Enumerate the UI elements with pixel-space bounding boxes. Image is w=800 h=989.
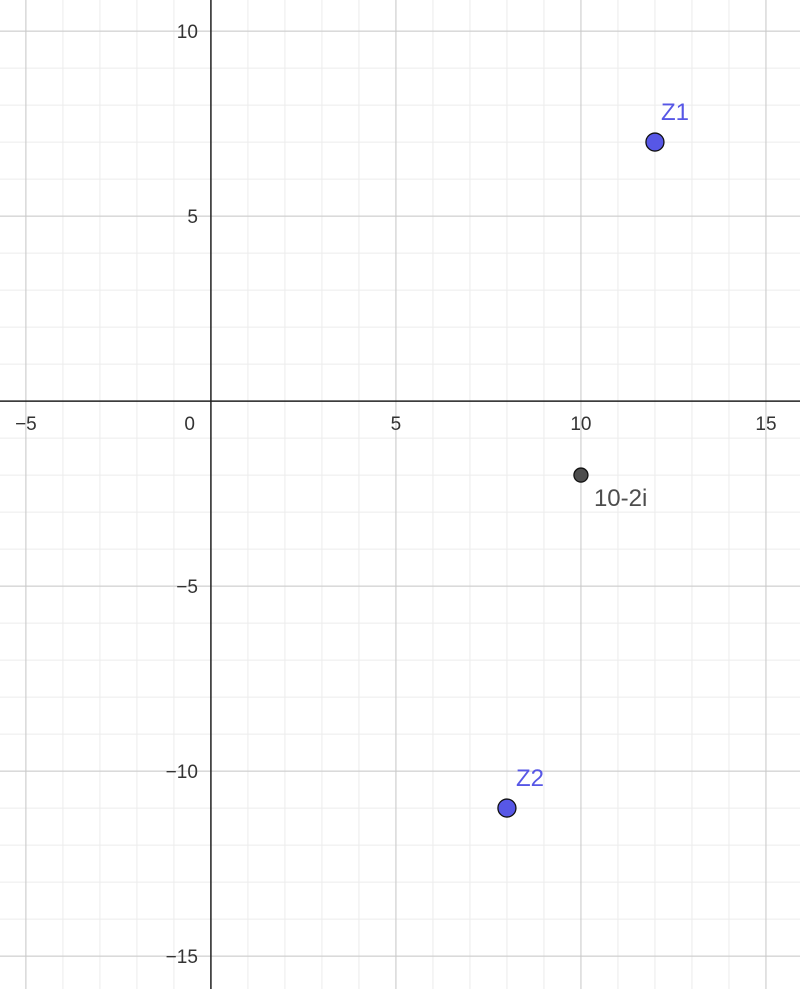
x-tick-label: 5	[391, 414, 402, 435]
y-tick-label: 10	[177, 22, 198, 43]
y-tick-label: −5	[176, 577, 198, 598]
x-tick-label: 10	[570, 414, 591, 435]
point-label: Z2	[516, 765, 544, 792]
y-tick-label: −10	[166, 762, 198, 783]
point-label: 10-2i	[594, 485, 647, 512]
point-label: Z1	[661, 99, 689, 126]
x-tick-label: 15	[755, 414, 776, 435]
x-tick-label: −5	[15, 414, 37, 435]
y-tick-label: −15	[166, 947, 198, 968]
y-tick-label: 5	[187, 207, 198, 228]
point[interactable]	[497, 798, 517, 818]
point[interactable]	[573, 467, 589, 483]
origin-label: 0	[184, 414, 195, 435]
point[interactable]	[645, 132, 665, 152]
